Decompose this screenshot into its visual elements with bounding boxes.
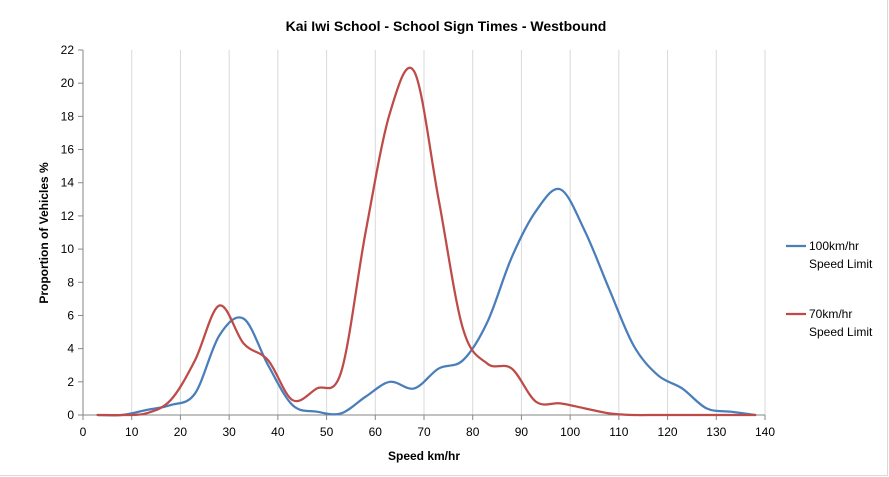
x-tick-label: 60 [369,425,383,439]
y-tick-label: 18 [61,109,75,123]
y-tick-label: 14 [61,176,75,190]
legend-label-0: 100km/hr [809,239,859,253]
y-axis-title: Proportion of Vehicles % [37,162,51,304]
x-tick-label: 120 [658,425,678,439]
y-tick-label: 10 [61,242,75,256]
x-tick-label: 40 [271,425,285,439]
y-tick-label: 22 [61,43,75,57]
x-tick-label: 110 [609,425,628,439]
x-tick-label: 50 [320,425,334,439]
x-tick-label: 80 [466,425,480,439]
x-tick-label: 30 [222,425,236,439]
y-tick-label: 16 [61,143,75,157]
series-line-1 [96,66,757,417]
x-tick-label: 140 [755,425,775,439]
y-tick-labels: 0 2 4 6 8 10 12 14 16 18 20 22 [61,43,75,422]
series-line-0 [96,187,757,417]
y-tick-label: 0 [67,408,74,422]
x-tick-labels: 0 10 20 30 40 50 60 70 80 90 100 110 120 130 140 [80,425,776,439]
axes [78,49,766,420]
chart-title: Kai Iwi School - School Sign Times - Wes… [286,18,607,34]
series-lines [96,66,757,417]
y-tick-label: 6 [67,308,74,322]
y-tick-label: 12 [61,209,75,223]
x-tick-label: 100 [560,425,580,439]
x-tick-label: 10 [125,425,139,439]
x-tick-label: 0 [80,425,87,439]
x-tick-label: 70 [417,425,431,439]
x-tick-label: 130 [706,425,726,439]
x-tick-label: 20 [174,425,188,439]
legend-label-1: 70km/hr [809,307,852,321]
y-tick-label: 20 [61,76,75,90]
legend-label-1: Speed Limit [809,325,873,339]
x-axis-title: Speed km/hr [388,449,460,463]
x-tick-label: 90 [515,425,529,439]
legend: 100km/hr Speed Limit 70km/hr Speed Limit [786,239,873,339]
gridlines [131,50,766,415]
y-tick-label: 2 [67,375,74,389]
legend-label-0: Speed Limit [809,257,873,271]
y-tick-label: 8 [67,275,74,289]
y-tick-label: 4 [67,342,74,356]
